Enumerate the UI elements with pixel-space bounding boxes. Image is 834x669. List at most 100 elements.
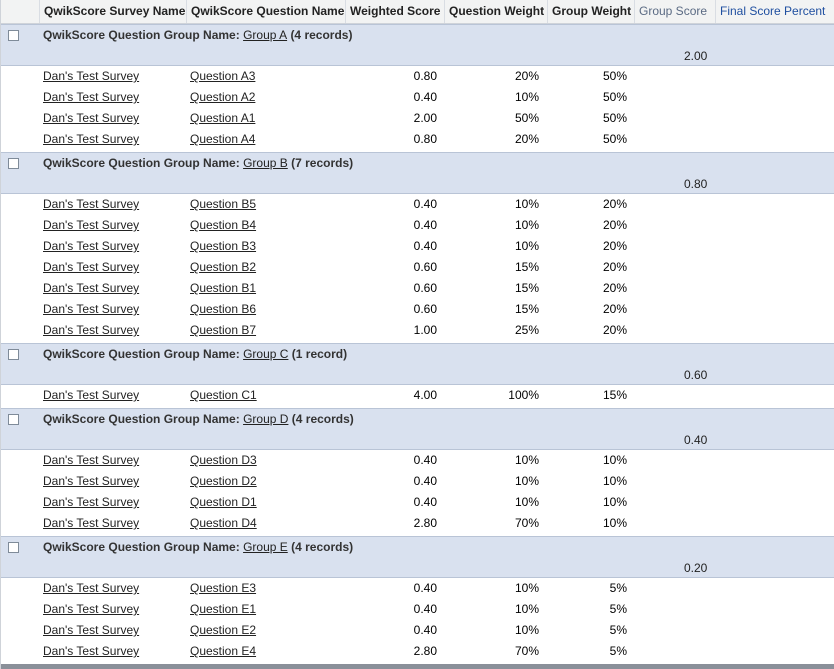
group-select-checkbox[interactable] [8, 542, 19, 553]
weighted-score-cell: 0.40 [413, 602, 437, 616]
question-name-link[interactable]: Question D4 [190, 516, 257, 530]
column-header-weighted-score[interactable]: Weighted Score [345, 0, 444, 23]
group-weight-cell: 50% [602, 69, 627, 83]
survey-name-link[interactable]: Dan's Test Survey [43, 516, 140, 530]
question-name-link[interactable]: Question A2 [190, 90, 256, 104]
weighted-score-cell: 0.40 [413, 474, 437, 488]
table-row: Dan's Test Survey Question E3 0.40 10% 5% [1, 578, 834, 599]
question-name-link[interactable]: Question C1 [190, 388, 257, 402]
question-name-link[interactable]: Question B5 [190, 197, 257, 211]
weighted-score-cell: 2.80 [413, 516, 437, 530]
table-row: Dan's Test Survey Question B6 0.60 15% 20% [1, 299, 834, 320]
survey-name-link[interactable]: Dan's Test Survey [43, 239, 140, 253]
group-header: QwikScore Question Group Name: Group B (… [1, 152, 834, 194]
question-name-link[interactable]: Question A4 [190, 132, 256, 146]
survey-name-link[interactable]: Dan's Test Survey [43, 218, 140, 232]
table-row: Dan's Test Survey Question D1 0.40 10% 10% [1, 492, 834, 513]
weighted-score-cell: 0.60 [413, 260, 437, 274]
group-weight-cell: 20% [602, 302, 627, 316]
question-weight-cell: 10% [514, 623, 539, 637]
question-weight-cell: 50% [514, 111, 539, 125]
table-row: Dan's Test Survey Question A4 0.80 20% 50% [1, 129, 834, 150]
weighted-score-cell: 0.80 [413, 69, 437, 83]
question-name-link[interactable]: Question E1 [190, 602, 257, 616]
weighted-score-cell: 0.80 [413, 132, 437, 146]
survey-name-link[interactable]: Dan's Test Survey [43, 453, 140, 467]
group-name-link[interactable]: Group D [243, 412, 289, 426]
survey-name-link[interactable]: Dan's Test Survey [43, 388, 140, 402]
question-weight-cell: 70% [514, 516, 539, 530]
question-name-link[interactable]: Question D2 [190, 474, 257, 488]
question-name-link[interactable]: Question D1 [190, 495, 257, 509]
column-header-group-weight[interactable]: Group Weight [547, 0, 634, 23]
group-select-checkbox[interactable] [8, 158, 19, 169]
column-header-question-weight[interactable]: Question Weight [444, 0, 547, 23]
table-row: Dan's Test Survey Question B5 0.40 10% 20% [1, 194, 834, 215]
question-weight-cell: 20% [514, 132, 539, 146]
question-weight-cell: 10% [514, 474, 539, 488]
table-row: Dan's Test Survey Question E4 2.80 70% 5% [1, 641, 834, 662]
group-label: QwikScore Question Group Name: Group A (… [43, 28, 352, 42]
group-select-checkbox[interactable] [8, 414, 19, 425]
survey-name-link[interactable]: Dan's Test Survey [43, 302, 140, 316]
group-name-link[interactable]: Group B [243, 156, 288, 170]
column-header-survey-name[interactable]: QwikScore Survey Name [39, 0, 186, 23]
group-weight-cell: 50% [602, 132, 627, 146]
column-header-final-score-percent[interactable]: Final Score Percent [715, 0, 834, 23]
survey-name-link[interactable]: Dan's Test Survey [43, 132, 140, 146]
question-weight-cell: 10% [514, 90, 539, 104]
group-record-count: (4 records) [291, 540, 354, 554]
column-header-group-score[interactable]: Group Score [634, 0, 715, 23]
weighted-score-cell: 0.40 [413, 495, 437, 509]
question-name-link[interactable]: Question B1 [190, 281, 257, 295]
question-name-link[interactable]: Question A1 [190, 111, 256, 125]
group-label: QwikScore Question Group Name: Group D (… [43, 412, 354, 426]
group-name-link[interactable]: Group C [243, 347, 289, 361]
weighted-score-cell: 0.40 [413, 239, 437, 253]
group-label-prefix: QwikScore Question Group Name: [43, 412, 240, 426]
table-row: Dan's Test Survey Question B7 1.00 25% 20% [1, 320, 834, 341]
record-group: QwikScore Question Group Name: Group B (… [1, 152, 834, 341]
survey-name-link[interactable]: Dan's Test Survey [43, 623, 140, 637]
survey-name-link[interactable]: Dan's Test Survey [43, 90, 140, 104]
survey-name-link[interactable]: Dan's Test Survey [43, 602, 140, 616]
survey-name-link[interactable]: Dan's Test Survey [43, 644, 140, 658]
weighted-score-cell: 0.40 [413, 581, 437, 595]
survey-name-link[interactable]: Dan's Test Survey [43, 281, 140, 295]
table-row: Dan's Test Survey Question D4 2.80 70% 10% [1, 513, 834, 534]
group-select-checkbox[interactable] [8, 30, 19, 41]
group-weight-cell: 10% [602, 495, 627, 509]
group-name-link[interactable]: Group A [243, 28, 288, 42]
survey-name-link[interactable]: Dan's Test Survey [43, 495, 140, 509]
record-group: QwikScore Question Group Name: Group C (… [1, 343, 834, 406]
column-header-question-name[interactable]: QwikScore Question Name [186, 0, 345, 23]
column-header-row: QwikScore Survey Name QwikScore Question… [1, 0, 834, 24]
question-name-link[interactable]: Question E3 [190, 581, 257, 595]
question-name-link[interactable]: Question E4 [190, 644, 257, 658]
group-weight-cell: 20% [602, 197, 627, 211]
question-name-link[interactable]: Question E2 [190, 623, 257, 637]
weighted-score-cell: 4.00 [413, 388, 437, 402]
survey-name-link[interactable]: Dan's Test Survey [43, 111, 140, 125]
weighted-score-cell: 0.40 [413, 197, 437, 211]
question-name-link[interactable]: Question B7 [190, 323, 257, 337]
survey-name-link[interactable]: Dan's Test Survey [43, 69, 140, 83]
survey-name-link[interactable]: Dan's Test Survey [43, 260, 140, 274]
table-row: Dan's Test Survey Question D2 0.40 10% 10% [1, 471, 834, 492]
question-name-link[interactable]: Question B3 [190, 239, 257, 253]
question-name-link[interactable]: Question A3 [190, 69, 256, 83]
question-name-link[interactable]: Question B4 [190, 218, 257, 232]
group-weight-cell: 20% [602, 239, 627, 253]
survey-name-link[interactable]: Dan's Test Survey [43, 323, 140, 337]
survey-name-link[interactable]: Dan's Test Survey [43, 474, 140, 488]
group-weight-cell: 5% [609, 581, 627, 595]
survey-name-link[interactable]: Dan's Test Survey [43, 197, 140, 211]
survey-name-link[interactable]: Dan's Test Survey [43, 581, 140, 595]
question-name-link[interactable]: Question B2 [190, 260, 257, 274]
weighted-score-cell: 1.00 [413, 323, 437, 337]
group-name-link[interactable]: Group E [243, 540, 288, 554]
group-select-checkbox[interactable] [8, 349, 19, 360]
question-name-link[interactable]: Question D3 [190, 453, 257, 467]
question-name-link[interactable]: Question B6 [190, 302, 257, 316]
